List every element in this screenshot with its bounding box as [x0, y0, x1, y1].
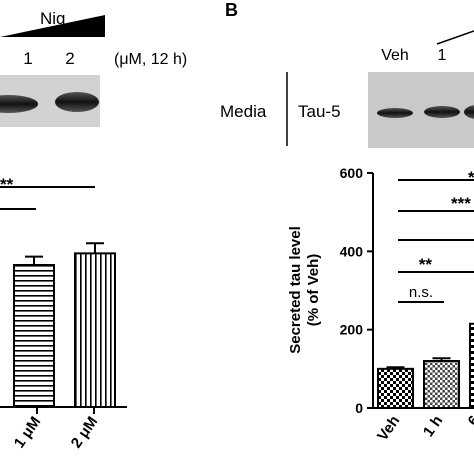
- dose-label-2: 2: [65, 49, 74, 68]
- x-label-a-1: 1 μM: [11, 414, 45, 452]
- bars-b: [377, 322, 474, 410]
- panel-a: Nig 1 2 (μM, 12 h) ** 1 μM 2 μM: [0, 9, 187, 451]
- y-label-b-line1: Secreted tau level: [287, 226, 304, 354]
- band-a-1: [0, 95, 38, 113]
- y-tick-label-b: 600: [340, 165, 364, 181]
- row-label-media: Media: [220, 102, 267, 121]
- time-wedge: [436, 30, 474, 45]
- row-label-antibody: Tau-5: [298, 102, 341, 121]
- sig-a: **: [0, 175, 14, 194]
- bar-a-2: [74, 252, 116, 408]
- bar-b-3: [469, 322, 474, 409]
- x-label-b-1h: 1 h: [420, 413, 446, 441]
- lane-label-1: 1: [438, 47, 447, 64]
- condition-label: (μM, 12 h): [114, 51, 187, 68]
- y-tick-label-b: 400: [340, 243, 364, 259]
- band-b-1: [377, 108, 413, 118]
- dose-label-1: 1: [23, 49, 32, 68]
- x-label-b-6: 6: [465, 413, 474, 430]
- sig-b-3: ***: [451, 194, 471, 213]
- sig-b-top: *: [468, 168, 474, 187]
- x-label-a-2: 2 μM: [68, 414, 102, 452]
- y-tick-label-b: 200: [340, 322, 364, 338]
- lane-label-veh: Veh: [381, 47, 409, 64]
- treatment-label: Nig: [40, 9, 66, 28]
- y-axis-b: 0 200 400 600: [340, 165, 374, 416]
- sig-b-ns: n.s.: [409, 284, 433, 301]
- band-b-2: [424, 106, 460, 118]
- bar-a-1: [13, 264, 55, 408]
- y-label-b-line2: (% of Veh): [305, 254, 322, 327]
- bar-b-1: [377, 367, 414, 410]
- y-tick-label-b: 0: [355, 400, 363, 416]
- panel-letter-b: B: [225, 0, 238, 20]
- bar-b-2: [423, 360, 460, 409]
- panel-b: B Veh 1 Media Tau-5 Secreted tau level (…: [220, 0, 474, 444]
- dose-wedge: [0, 15, 105, 37]
- x-label-b-veh: Veh: [374, 413, 403, 445]
- band-a-2: [55, 92, 99, 112]
- bars-a: [13, 242, 116, 408]
- band-b-3: [464, 105, 474, 119]
- sig-b-2: **: [419, 255, 433, 274]
